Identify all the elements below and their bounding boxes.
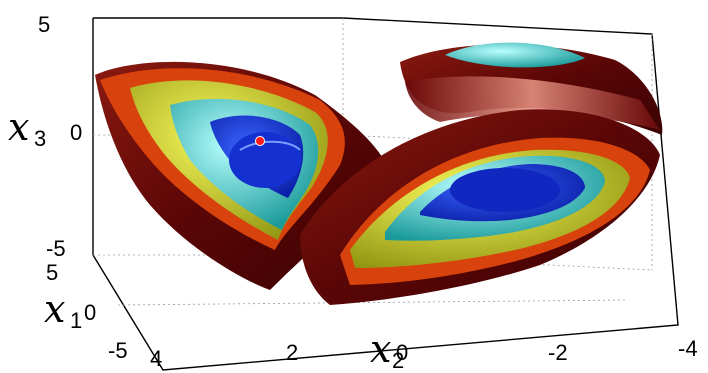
- x1-label-sub: 1: [70, 308, 82, 333]
- x3-label-sub: 3: [34, 126, 46, 151]
- isosurface-lobe-right: [300, 42, 663, 306]
- x2-tick-neg4: -4: [678, 336, 698, 361]
- x2-tick-2: 2: [286, 340, 298, 365]
- surface-cyan-right-top: [445, 42, 585, 68]
- x1-tick-5: 5: [46, 260, 58, 285]
- surface-blue-core-left: [229, 132, 301, 188]
- x1-label-main: x: [44, 287, 65, 331]
- x3-label-main: x: [8, 105, 29, 149]
- surface-blue-core-right: [450, 168, 560, 212]
- x2-tick-neg2: -2: [548, 340, 568, 365]
- x2-axis: 4 2 0 -2 -4 x 2: [150, 327, 698, 373]
- x3-tick-0: 0: [70, 120, 82, 145]
- x2-tick-4: 4: [150, 346, 162, 371]
- x3-axis: 5 0 -5 x 3: [8, 12, 82, 261]
- x2-label-main: x: [370, 327, 391, 371]
- x3-tick-neg5: -5: [46, 236, 66, 261]
- x1-tick-0: 0: [84, 300, 96, 325]
- x1-tick-neg5: -5: [108, 338, 128, 363]
- x1-axis: 5 0 -5 x 1: [44, 260, 128, 363]
- x3-tick-5: 5: [38, 12, 50, 37]
- x2-label-sub: 2: [392, 348, 404, 373]
- x2-tick-0: 0: [396, 340, 408, 365]
- equilibrium-marker: [255, 136, 265, 146]
